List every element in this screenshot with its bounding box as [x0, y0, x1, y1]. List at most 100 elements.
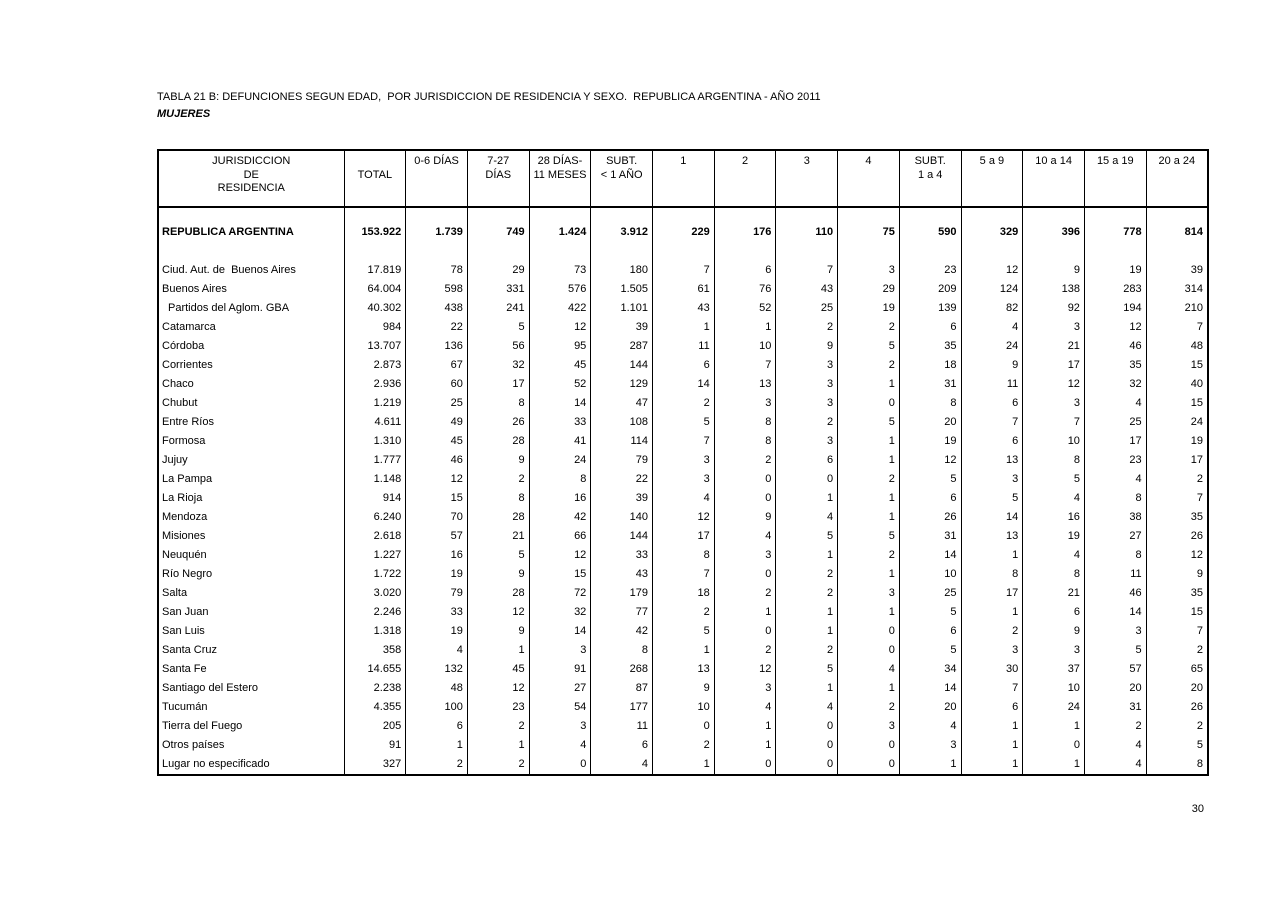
cell: 0 — [837, 622, 900, 641]
table-row: Río Negro 1.722 19 9 15 43 7 0 2 1 10 8 8 11 9 — [158, 565, 1208, 584]
cell: 1 — [405, 736, 468, 755]
cell: 1 — [775, 622, 838, 641]
cell: 18 — [898, 356, 962, 375]
row-label: Tucumán — [162, 701, 208, 713]
cell: 6 — [960, 432, 1023, 451]
table-row: Entre Ríos 4.611 49 26 33 108 5 8 2 5 20 7 7 25 24 — [158, 413, 1208, 432]
cell: 19 — [1083, 261, 1147, 280]
spacer-cell — [343, 207, 406, 223]
column-header: 20 a 24 — [1145, 150, 1208, 208]
cell: 4 — [1083, 470, 1147, 489]
cell: 76 — [713, 280, 776, 299]
cell: 87 — [590, 679, 653, 698]
cell: 7 — [960, 679, 1023, 698]
cell: 15 — [1145, 603, 1208, 622]
cell: 31 — [1083, 698, 1147, 717]
cell: 1 — [466, 641, 530, 660]
cell: 3 — [713, 679, 776, 698]
cell: 2 — [837, 546, 900, 565]
cell: 283 — [1083, 280, 1147, 299]
cell: 13 — [713, 375, 776, 394]
table-row: San Juan 2.246 33 12 32 77 2 1 1 1 5 1 6 14 15 — [158, 603, 1208, 622]
cell: 6 — [898, 318, 962, 337]
column-header: JURISDICCION DE RESIDENCIA — [158, 150, 344, 208]
cell: 1 — [713, 603, 776, 622]
cell: 72 — [528, 584, 591, 603]
cell: 144 — [590, 356, 653, 375]
column-header: 7-27 DÍAS — [466, 150, 530, 208]
cell: 2 — [713, 584, 776, 603]
cell: 209 — [898, 280, 962, 299]
cell: 17 — [1145, 451, 1208, 470]
cell: 3 — [713, 546, 776, 565]
cell: 12 — [1145, 546, 1208, 565]
row-label: Neuquén — [162, 549, 207, 561]
table-row: Chubut 1.219 25 8 14 47 2 3 3 0 8 6 3 4 15 — [158, 394, 1208, 413]
cell: 5 — [652, 622, 715, 641]
cell: 1 — [1022, 755, 1085, 775]
column-header: 4 — [837, 150, 900, 208]
cell: 41 — [528, 432, 591, 451]
cell: 19 — [1022, 527, 1085, 546]
column-header: 15 a 19 — [1083, 150, 1147, 208]
cell: 576 — [528, 280, 591, 299]
cell: 180 — [590, 261, 653, 280]
cell: 33 — [405, 603, 468, 622]
cell: 3 — [713, 394, 776, 413]
cell: 0 — [713, 622, 776, 641]
table-row: Santa Fe 14.655 132 45 91 268 13 12 5 4 34 30 37 57 65 — [158, 660, 1208, 679]
cell: 12 — [898, 451, 962, 470]
spacer-cell — [775, 242, 838, 261]
cell: 3 — [837, 584, 900, 603]
cell: 15 — [1145, 356, 1208, 375]
cell: 45 — [405, 432, 468, 451]
table-row: San Luis 1.318 19 9 14 42 5 0 1 0 6 2 9 3 7 — [158, 622, 1208, 641]
cell: 1 — [775, 489, 838, 508]
cell: 64.004 — [343, 280, 406, 299]
cell: 14 — [528, 394, 591, 413]
cell: 749 — [466, 223, 530, 242]
cell: 4 — [405, 641, 468, 660]
cell: 1.722 — [343, 565, 406, 584]
cell: 1.505 — [590, 280, 653, 299]
cell: 0 — [775, 717, 838, 736]
row-label: Chubut — [162, 397, 198, 409]
cell: 140 — [590, 508, 653, 527]
cell: 2 — [775, 565, 838, 584]
cell: 34 — [898, 660, 962, 679]
cell: 1 — [837, 679, 900, 698]
cell: 2 — [837, 470, 900, 489]
cell: 0 — [713, 489, 776, 508]
cell: 4 — [1022, 489, 1085, 508]
cell: 7 — [652, 261, 715, 280]
cell: 8 — [1083, 489, 1147, 508]
spacer-cell — [775, 207, 838, 223]
cell: 7 — [1145, 318, 1208, 337]
spacer-cell — [1145, 242, 1208, 261]
cell: 1 — [960, 603, 1023, 622]
cell: 176 — [713, 223, 776, 242]
cell: 0 — [528, 755, 591, 775]
cell: 40 — [1145, 375, 1208, 394]
cell: 7 — [652, 565, 715, 584]
cell: 28 — [466, 508, 530, 527]
cell: 598 — [405, 280, 468, 299]
cell: 57 — [405, 527, 468, 546]
table-header: JURISDICCION DE RESIDENCIA TOTAL 0-6 DÍAS 7-2… — [158, 150, 1208, 208]
cell: 3 — [960, 641, 1023, 660]
cell: 100 — [405, 698, 468, 717]
cell: 210 — [1145, 299, 1208, 318]
cell: 0 — [837, 736, 900, 755]
cell: 3 — [652, 470, 715, 489]
cell: 9 — [1022, 261, 1085, 280]
row-label: Río Negro — [162, 568, 213, 580]
cell: 1.219 — [343, 394, 406, 413]
cell: 2 — [713, 641, 776, 660]
table-row: Córdoba 13.707 136 56 95 287 11 10 9 5 35 24 21 46 48 — [158, 337, 1208, 356]
cell: 2 — [1145, 470, 1208, 489]
cell: 8 — [1022, 565, 1085, 584]
spacer-cell — [960, 207, 1023, 223]
cell: 4.355 — [343, 698, 406, 717]
column-header: 1 — [652, 150, 715, 208]
cell: 3 — [837, 717, 900, 736]
